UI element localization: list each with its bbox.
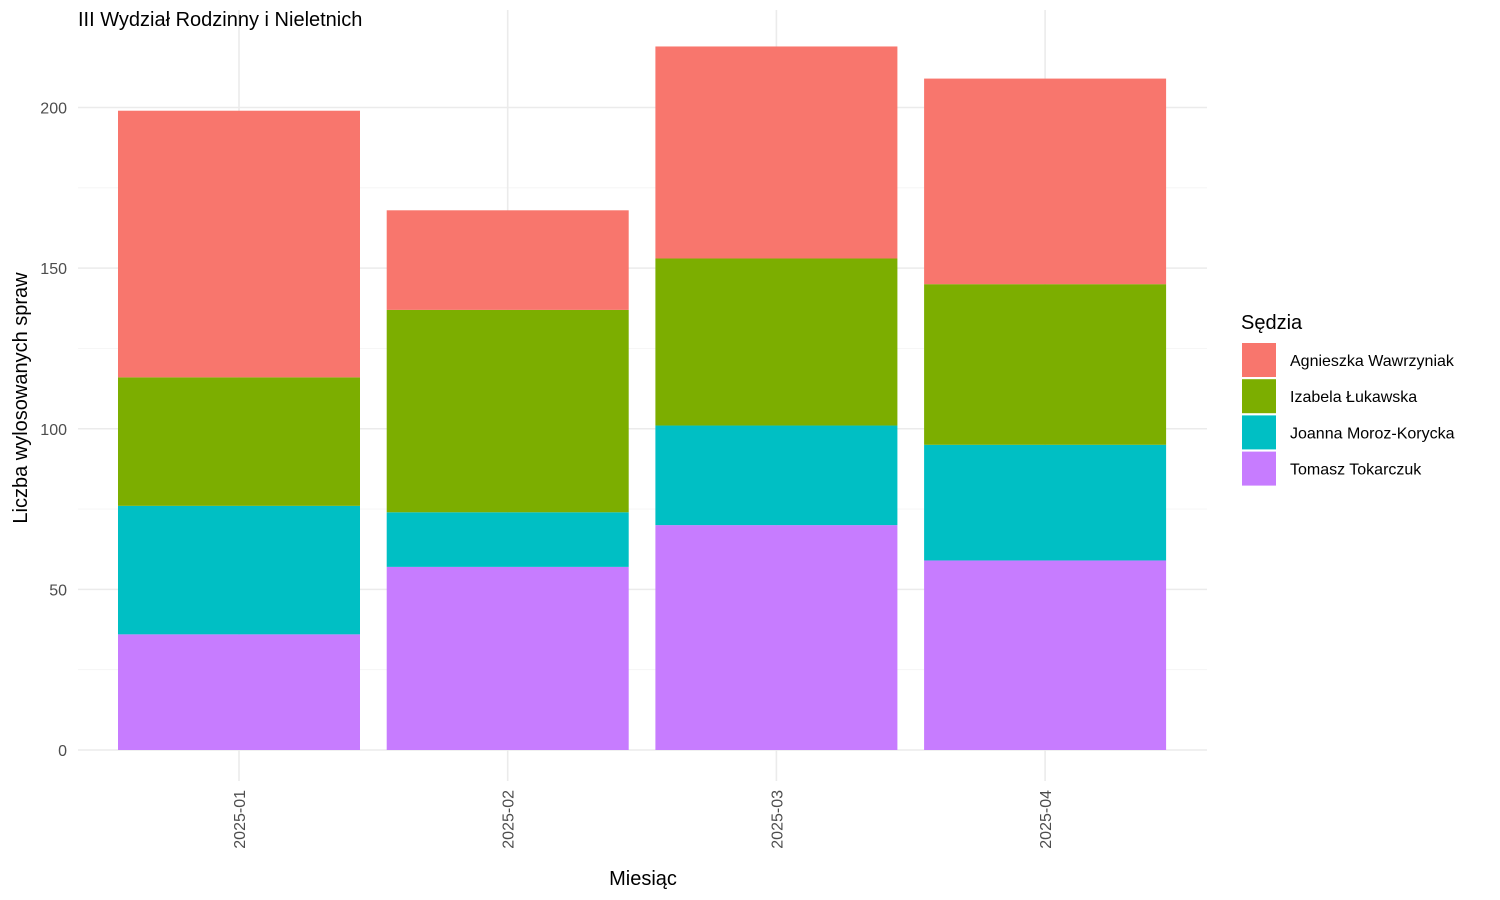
bar-segment — [924, 444, 1167, 561]
bar-segment — [118, 634, 360, 750]
x-axis-title: Miesiąc — [609, 868, 677, 890]
bar-segment — [118, 110, 360, 378]
legend-key — [1242, 415, 1276, 450]
bar-segment — [655, 425, 898, 526]
bar-segment — [924, 560, 1167, 750]
legend-label: Tomasz Tokarczuk — [1290, 462, 1422, 479]
y-tick-labels: 0 50 100 150 200 — [40, 101, 67, 761]
y-tick-label: 150 — [40, 261, 67, 278]
bars-layer — [118, 46, 1167, 750]
bar-segment — [118, 505, 360, 635]
bar-segment — [924, 78, 1167, 285]
bar-segment — [924, 284, 1167, 445]
legend-key — [1242, 379, 1276, 414]
legend-items: Agnieszka Wawrzyniak Izabela Łukawska Joan… — [1242, 343, 1455, 486]
legend-key — [1242, 343, 1276, 377]
legend-label: Joanna Moroz-Korycka — [1290, 425, 1455, 442]
bar-segment — [118, 377, 360, 506]
bar-segment — [386, 309, 629, 513]
bar-segment — [655, 525, 898, 750]
bar-segment — [386, 210, 629, 310]
legend: Sędzia Agnieszka Wawrzyniak Izabela Łukaw… — [1241, 312, 1455, 486]
legend-label: Izabela Łukawska — [1290, 389, 1417, 406]
bar-segment — [386, 566, 629, 750]
x-tick-labels: 2025-01 2025-02 2025-03 2025-04 — [232, 790, 1055, 849]
y-tick-label: 200 — [40, 101, 67, 118]
y-tick-label: 100 — [40, 422, 67, 439]
chart-title: III Wydział Rodzinny i Nieletnich — [78, 9, 362, 31]
y-axis-title: Liczba wylosowanych spraw — [10, 272, 32, 524]
legend-title: Sędzia — [1241, 312, 1303, 334]
y-tick-label: 50 — [49, 582, 67, 599]
bar-segment — [655, 258, 898, 426]
y-tick-label: 0 — [58, 743, 67, 760]
x-tick-label: 2025-01 — [232, 790, 249, 849]
x-tick-label: 2025-03 — [769, 790, 786, 849]
legend-key — [1242, 451, 1276, 486]
bar-segment — [655, 46, 898, 259]
legend-label: Agnieszka Wawrzyniak — [1290, 353, 1455, 370]
bar-segment — [386, 512, 629, 567]
x-tick-label: 2025-04 — [1038, 790, 1055, 849]
x-tick-label: 2025-02 — [501, 790, 518, 849]
